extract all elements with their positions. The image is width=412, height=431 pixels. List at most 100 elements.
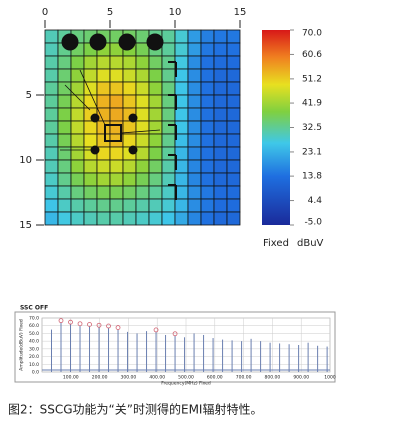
colorbar-tick-label: 32.5 [302,123,322,133]
x-tick-label: 0 [42,7,48,18]
heat-cell [70,198,85,213]
heat-cell [96,198,111,213]
heat-cell [213,185,228,200]
heat-cell [187,94,202,109]
colorbar [262,30,290,225]
heat-cell [148,198,163,213]
peak-marker [96,322,102,328]
x-tick-label: 800.00 [265,375,281,381]
peak-marker [115,325,121,330]
heat-cell [122,68,137,83]
colorbar-tick-label: 23.1 [302,147,322,157]
heat-cell [213,120,228,135]
heat-cell [122,159,137,174]
heat-cell [200,68,215,83]
heat-cell [200,159,215,174]
heat-cell [44,120,59,135]
peak-marker [153,327,159,333]
heat-cell [174,172,189,187]
caption: 图2：SSCG功能为“关”时测得的EMI辐射特性。 [8,402,262,417]
heat-cell [213,55,228,70]
heat-cell [44,172,59,187]
heat-cell [187,55,202,70]
heat-cell [213,133,228,148]
heat-cell [187,198,202,213]
x-tick-label: 300.00 [121,375,137,381]
x-tick-label: 700.00 [236,375,252,381]
heat-cell [226,29,241,44]
heat-cell [135,55,150,70]
heat-cell [161,68,176,83]
heat-cell [122,185,137,200]
heat-cell [70,172,85,187]
heat-cell [161,29,176,44]
heat-cell [96,94,111,109]
heat-cell [226,211,241,226]
heat-cell [187,68,202,83]
heat-cell [83,55,98,70]
y-axis-label: Amplitude(dBuV) Fixed [19,319,25,371]
heat-cell [213,159,228,174]
heat-cell [70,120,85,135]
heat-cell [135,107,150,122]
heat-cell [161,81,176,96]
heat-cell [44,159,59,174]
heat-cell [135,159,150,174]
heat-cell [44,29,59,44]
spectrum-panel: 0.0 10.0 20.0 30.040.0 50.0 60.070.0 100.00 200… [14,305,336,387]
heat-cell [148,159,163,174]
heat-cell [226,120,241,135]
heat-cell [187,120,202,135]
heat-cell [200,146,215,161]
heat-cell [226,185,241,200]
heat-cell [226,159,241,174]
colorbar-tick-label: -5.0 [304,218,322,228]
heat-cell [109,172,124,187]
heat-cell [122,172,137,187]
heat-cell [83,68,98,83]
heat-cell [200,81,215,96]
heat-cell [57,55,72,70]
x-tick-label: 900.00 [293,375,309,381]
heat-cell [44,185,59,200]
heat-cell [161,185,176,200]
heat-cell [135,211,150,226]
colorbar-tick-label: 4.4 [308,196,323,206]
heat-cell [109,198,124,213]
heat-cell [174,29,189,44]
heat-cell [161,198,176,213]
heat-cell [96,68,111,83]
heat-cell [148,107,163,122]
heat-cell [83,211,98,226]
heat-cell [226,81,241,96]
heat-cell [200,94,215,109]
heat-cell [161,120,176,135]
heat-cell [83,185,98,200]
heat-cell [96,159,111,174]
colorbar-tick-label: 41.9 [302,99,322,109]
heat-cell [226,94,241,109]
heat-cell [226,198,241,213]
heat-cell [135,133,150,148]
heat-cell [57,107,72,122]
x-tick-label: 500.00 [178,375,194,381]
heat-cell [200,107,215,122]
heat-cell [109,68,124,83]
heat-cell [135,172,150,187]
heat-cell [135,94,150,109]
heat-cell [174,198,189,213]
heat-cell [57,146,72,161]
x-tick-label: 200.00 [92,375,108,381]
peak-marker [106,323,111,329]
heat-cell [122,81,137,96]
pcb-overlay [60,33,177,200]
heat-cell [148,211,163,226]
heat-cell [226,42,241,57]
y-tick-label: 15 [19,220,32,231]
heat-cell [148,68,163,83]
heat-cell [57,133,72,148]
heat-cell [213,146,228,161]
heat-cell [109,159,124,174]
heat-cell [109,55,124,70]
colorbar-tick-label: 60.6 [302,50,322,60]
